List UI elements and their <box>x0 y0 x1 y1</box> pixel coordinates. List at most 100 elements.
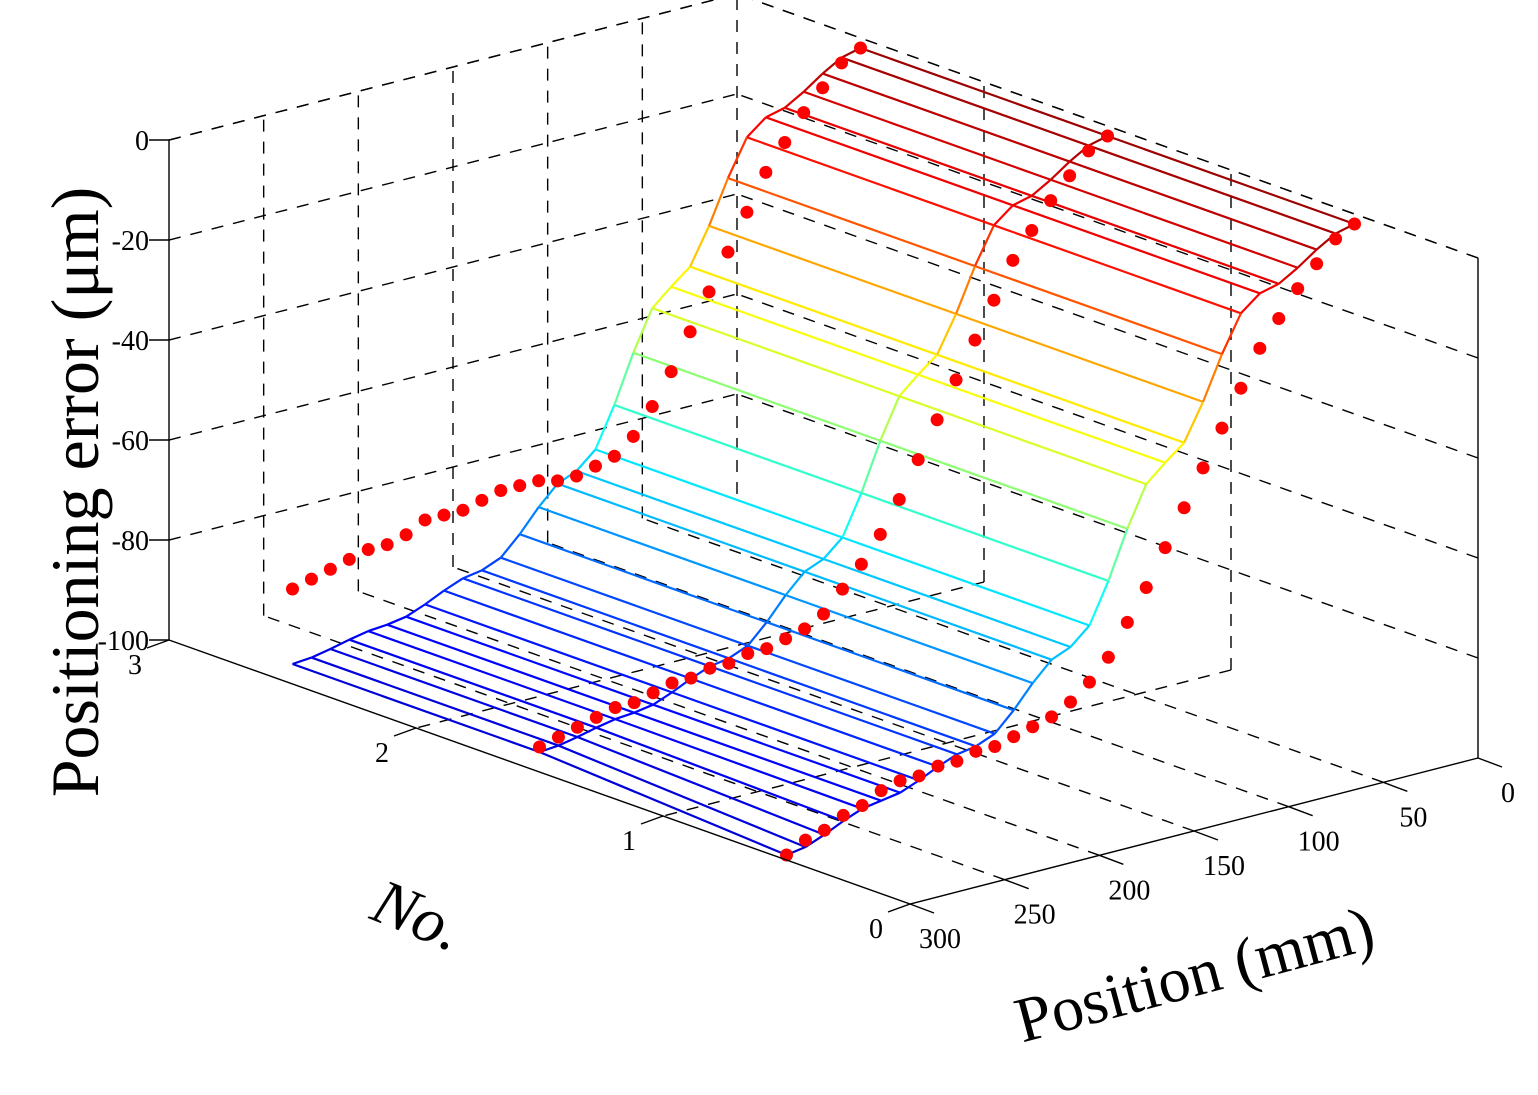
data-point <box>854 41 867 55</box>
data-point <box>1348 217 1361 231</box>
surface-line <box>1240 292 1261 315</box>
surface-line <box>462 569 483 580</box>
surface-line <box>784 90 805 109</box>
data-point <box>759 165 773 179</box>
data-point <box>1196 461 1210 475</box>
data-point <box>1082 675 1096 689</box>
surface-line <box>1278 266 1299 285</box>
y-tick-label: 1 <box>622 826 636 857</box>
data-point <box>702 285 716 299</box>
z-gridline <box>736 293 1479 559</box>
data-point <box>816 81 830 95</box>
data-point <box>607 449 621 463</box>
y-gridline <box>662 669 1232 817</box>
data-point <box>665 676 679 690</box>
data-point <box>551 474 565 488</box>
data-point <box>1063 169 1077 183</box>
z-tick-label: -80 <box>112 526 149 557</box>
data-point <box>912 769 926 783</box>
z-gridline <box>736 193 1479 459</box>
surface-line <box>993 709 1015 735</box>
data-point <box>1026 720 1040 734</box>
surface-line <box>386 615 407 626</box>
z-gridline <box>168 193 738 341</box>
data-point <box>645 400 659 414</box>
surface-line <box>537 482 559 508</box>
data-point <box>646 686 660 700</box>
data-point <box>1234 381 1248 395</box>
z-gridline <box>751 0 1479 259</box>
data-point <box>1177 501 1191 515</box>
x-tick-label: 0 <box>1501 778 1515 809</box>
x-tick-label: 150 <box>1203 851 1245 882</box>
surface-line <box>1069 624 1091 648</box>
data-point <box>1006 253 1020 267</box>
data-point <box>949 373 963 387</box>
surface-line <box>802 72 824 93</box>
surface-line <box>746 621 768 647</box>
surface-line <box>728 644 749 660</box>
surface-line <box>1220 312 1242 355</box>
data-point <box>1120 615 1134 629</box>
data-point <box>817 823 831 837</box>
data-point <box>968 333 982 347</box>
surface-line <box>405 603 426 618</box>
data-point <box>1025 223 1039 237</box>
data-point <box>988 739 1002 753</box>
data-point <box>854 557 868 571</box>
z-tick-label: -20 <box>112 226 149 257</box>
surface-line <box>652 691 673 706</box>
data-point <box>1007 730 1021 744</box>
surface-line <box>576 726 597 738</box>
surface-line <box>518 506 540 535</box>
y-tick-mark <box>393 727 417 737</box>
z-tick-label: 0 <box>135 126 149 157</box>
data-point <box>588 459 602 473</box>
surface-line <box>614 711 635 721</box>
data-point <box>835 582 849 596</box>
data-point <box>1215 421 1229 435</box>
data-point <box>286 582 300 596</box>
surface-line <box>1012 194 1033 207</box>
surface-line <box>879 395 901 442</box>
data-point <box>1064 695 1078 709</box>
data-point <box>741 646 755 660</box>
data-point <box>760 642 774 656</box>
surface-line <box>917 353 938 376</box>
data-markers <box>286 41 1361 862</box>
data-point <box>684 671 698 685</box>
surface-line <box>765 594 787 623</box>
surface-line <box>1031 178 1052 197</box>
data-point <box>1139 581 1153 595</box>
data-point <box>798 622 812 636</box>
surface-line <box>329 638 350 650</box>
surface-line <box>1050 646 1072 661</box>
x-tick-mark <box>1383 781 1408 792</box>
y-axis-line <box>168 639 911 905</box>
data-point <box>874 784 888 798</box>
data-point <box>969 744 983 758</box>
surface-line <box>1296 248 1318 269</box>
surface-line <box>822 536 844 560</box>
surface-line <box>443 577 464 592</box>
data-point <box>1329 232 1343 246</box>
surface-line <box>860 440 882 494</box>
surface-line <box>575 448 597 472</box>
data-point <box>893 774 907 788</box>
data-point <box>931 759 945 773</box>
data-point <box>835 56 849 70</box>
y-tick-mark <box>640 815 664 825</box>
surface-mesh <box>292 46 1355 857</box>
data-point <box>1101 129 1114 143</box>
surface-line <box>310 647 331 659</box>
surface-line <box>1012 682 1034 711</box>
surface-line <box>499 533 521 559</box>
data-point <box>1310 257 1324 271</box>
x-tick-mark <box>1193 830 1219 841</box>
surface-line <box>481 556 502 572</box>
data-point <box>1253 341 1267 355</box>
data-point <box>721 245 735 259</box>
data-point <box>1045 710 1059 724</box>
z-axis-label: Positioning error (μm) <box>37 187 113 798</box>
